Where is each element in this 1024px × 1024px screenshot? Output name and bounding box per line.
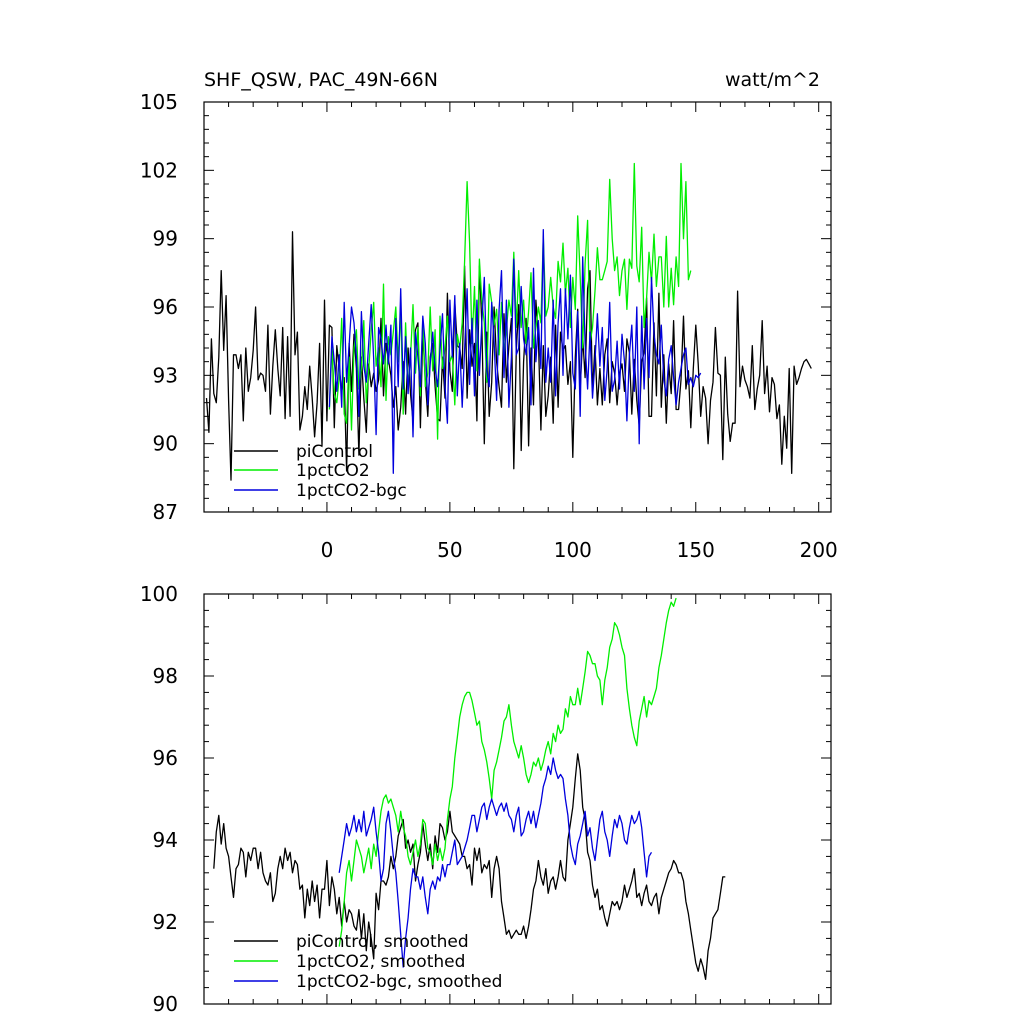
top-ytick-label: 102 (140, 158, 178, 182)
series-line-picontrol-smoothed (213, 753, 726, 981)
bottom-ytick-label: 94 (153, 828, 178, 852)
top-xtick-label: 50 (437, 538, 462, 562)
top-ytick-label: 90 (153, 432, 178, 456)
bottom-plot-frame (203, 593, 832, 1005)
bottom-ytick-label: 90 (153, 992, 178, 1016)
legend-1pctCO2-label: 1pctCO2 (296, 461, 370, 481)
top-xtick-label: 100 (554, 538, 592, 562)
top-panel: SHF_QSW, PAC_49N-66N watt/m^2 87 90 93 96 99… (140, 69, 838, 562)
series-line-1pctco2-bgc (328, 228, 702, 474)
top-ytick-label: 99 (153, 227, 178, 251)
bottom-legend: piControl, smoothed 1pctCO2, smoothed 1p… (234, 932, 502, 992)
bottom-ytick-label: 92 (153, 910, 178, 934)
bottom-ytick-label: 98 (153, 664, 178, 688)
legend-1pctCO2-bgc-smoothed-label: 1pctCO2-bgc, smoothed (296, 972, 502, 992)
bottom-ytick-label: 96 (153, 746, 178, 770)
top-units: watt/m^2 (725, 69, 820, 91)
series-line-1pctco2-bgc-smoothed (338, 757, 653, 968)
series-line-picontrol (205, 231, 812, 481)
top-xtick-label: 150 (677, 538, 715, 562)
top-ytick-label: 93 (153, 363, 178, 387)
top-plot-frame (203, 101, 832, 513)
legend-1pctCO2-bgc-label: 1pctCO2-bgc (296, 481, 407, 501)
legend-piControl-label: piControl (296, 442, 373, 462)
bottom-ytick-label: 100 (140, 582, 178, 606)
top-ytick-label: 96 (153, 295, 178, 319)
legend-1pctCO2-smoothed-label: 1pctCO2, smoothed (296, 952, 465, 972)
top-ytick-label: 105 (140, 90, 178, 114)
series-line-1pctco2-smoothed (338, 597, 677, 947)
top-ytick-label: 87 (153, 500, 178, 524)
bottom-panel: 90 92 94 96 98 100 piControl, smoothed 1pctCO… (140, 582, 832, 1016)
top-legend: piControl 1pctCO2 1pctCO2-bgc (234, 442, 407, 501)
top-title: SHF_QSW, PAC_49N-66N (204, 69, 438, 91)
legend-piControl-smoothed-label: piControl, smoothed (296, 932, 469, 952)
top-xtick-label: 0 (321, 538, 334, 562)
top-xtick-label: 200 (800, 538, 838, 562)
